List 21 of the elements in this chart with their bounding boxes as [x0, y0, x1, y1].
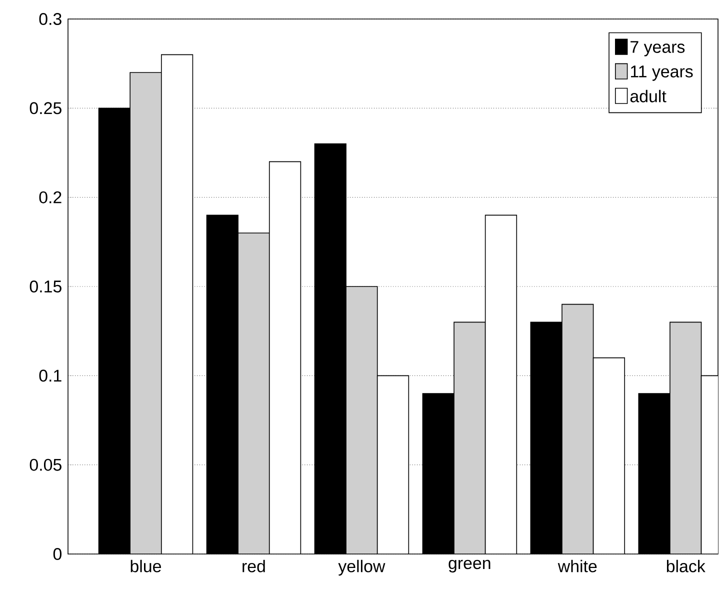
x-tick-label: blue	[130, 560, 161, 572]
y-tick-label: 0.25	[30, 102, 62, 114]
y-tick-label: 0	[53, 548, 62, 560]
y-tick-label: 0.15	[30, 280, 62, 292]
x-tick-label: black	[666, 560, 706, 572]
x-tick-label: white	[558, 560, 597, 572]
bar	[562, 304, 594, 554]
x-tick-label: red	[242, 560, 265, 572]
legend-label: 11 years	[630, 66, 693, 81]
x-tick-label: green	[448, 560, 490, 572]
bar	[454, 322, 486, 554]
bar	[346, 286, 378, 554]
y-tick-label: 0.1	[39, 370, 62, 382]
y-tick-label: 0.3	[39, 13, 62, 25]
x-tick-label: yellow	[338, 560, 386, 576]
bar	[238, 232, 270, 554]
legend-label: adult	[630, 90, 666, 102]
y-tick-label: 0.05	[30, 458, 62, 471]
legend-label: 7 years	[630, 41, 685, 56]
y-tick-label: 0.2	[39, 191, 62, 204]
bar	[130, 72, 162, 554]
